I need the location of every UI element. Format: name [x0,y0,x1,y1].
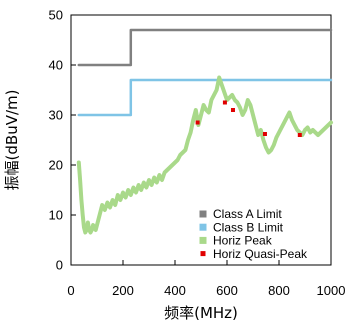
y-tick-label: 20 [49,158,63,173]
plot-frame [70,14,332,266]
data-point-horiz-quasi-peak [297,133,302,137]
legend-swatch [199,223,207,231]
data-point-horiz-quasi-peak [222,100,227,105]
legend-swatch [200,251,206,257]
y-tick-label: 10 [49,208,63,223]
legend-swatch [199,236,207,244]
series-line-horiz-peak [76,75,333,235]
series-line-class-a-limit [77,28,333,67]
x-tick-label: 0 [67,283,74,298]
series-line-class-b-limit [77,78,333,117]
x-tick-label: 600 [216,283,238,298]
legend-label: Class A Limit [213,207,282,221]
y-tick-label: 30 [49,108,63,123]
data-point-horiz-quasi-peak [195,120,200,125]
y-axis-label: 振幅(dBuV/m) [3,90,21,191]
data-point-horiz-quasi-peak [230,108,235,112]
legend-label: Class B Limit [213,220,284,234]
x-axis-label: 频率(MHz) [164,304,238,322]
legend-label: Horiz Quasi-Peak [213,247,308,261]
y-tick-label: 40 [49,58,63,73]
x-tick-label: 800 [268,283,290,298]
x-tick-label: 200 [112,283,134,298]
legend-swatch [199,210,207,218]
data-point-horiz-quasi-peak [262,132,267,136]
x-tick-label: 1000 [317,283,346,298]
y-tick-label: 0 [56,258,63,273]
y-tick-label: 50 [49,8,63,23]
legend-label: Horiz Peak [213,234,273,248]
x-tick-label: 400 [164,283,186,298]
